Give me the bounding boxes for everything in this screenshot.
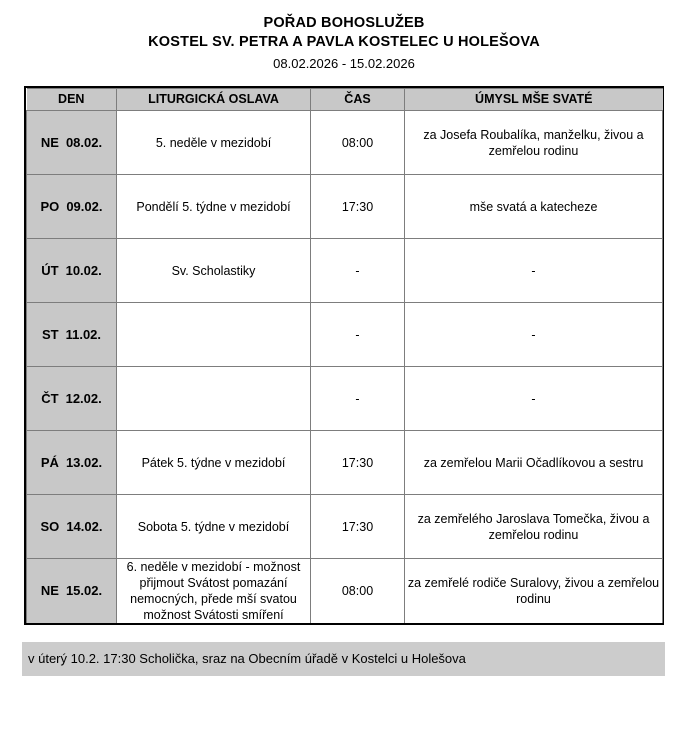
cell-time: 17:30 bbox=[310, 174, 405, 239]
day-date: 11.02. bbox=[65, 326, 102, 342]
column-header-time: ČAS bbox=[310, 88, 405, 111]
cell-time: - bbox=[310, 302, 405, 367]
table-row: PO 09.02. Pondělí 5. týdne v mezidobí 17:… bbox=[26, 174, 663, 239]
table-header-row: DEN LITURGICKÁ OSLAVA ČAS ÚMYSL MŠE SVAT… bbox=[26, 88, 663, 111]
table-row: SO 14.02. Sobota 5. týdne v mezidobí 17:3… bbox=[26, 494, 663, 559]
day-of-week: SO bbox=[40, 518, 60, 534]
cell-time: 08:00 bbox=[310, 110, 405, 175]
table-row: NE 15.02. 6. neděle v mezidobí - možnost … bbox=[26, 558, 663, 623]
date-range: 08.02.2026 - 15.02.2026 bbox=[273, 56, 415, 71]
day-date: 13.02. bbox=[65, 454, 103, 470]
church-name: KOSTEL SV. PETRA A PAVLA KOSTELEC U HOLE… bbox=[148, 34, 540, 50]
cell-intention: za zemřelou Marii Očadlíkovou a sestru bbox=[404, 430, 663, 495]
day-of-week: ÚT bbox=[41, 262, 59, 278]
day-date: 12.02. bbox=[65, 390, 102, 406]
column-header-intention: ÚMYSL MŠE SVATÉ bbox=[404, 88, 663, 111]
day-date: 08.02. bbox=[65, 134, 103, 150]
cell-liturgy: 6. neděle v mezidobí - možnost přijmout … bbox=[116, 558, 311, 623]
cell-time: 08:00 bbox=[310, 558, 405, 623]
cell-liturgy: Sobota 5. týdne v mezidobí bbox=[116, 494, 311, 559]
cell-day: PÁ 13.02. bbox=[26, 430, 117, 495]
cell-liturgy bbox=[116, 366, 311, 431]
column-header-day: DEN bbox=[26, 88, 117, 111]
cell-time: - bbox=[310, 366, 405, 431]
cell-time: - bbox=[310, 238, 405, 303]
cell-day: PO 09.02. bbox=[26, 174, 117, 239]
day-of-week: NE bbox=[40, 134, 59, 150]
cell-liturgy-text: 6. neděle v mezidobí - možnost přijmout … bbox=[126, 560, 301, 622]
day-of-week: PO bbox=[40, 198, 60, 214]
cell-intention: za zemřelého Jaroslava Tomečka, živou a … bbox=[404, 494, 663, 559]
page-title: POŘAD BOHOSLUŽEB bbox=[263, 15, 425, 31]
cell-day: NE 15.02. bbox=[26, 558, 117, 623]
day-of-week: ČT bbox=[41, 390, 59, 406]
schedule-table-body: NE 08.02. 5. neděle v mezidobí 08:00 za J… bbox=[26, 110, 663, 623]
cell-liturgy: 5. neděle v mezidobí bbox=[116, 110, 311, 175]
cell-intention: - bbox=[404, 238, 663, 303]
cell-day: SO 14.02. bbox=[26, 494, 117, 559]
column-header-liturgy: LITURGICKÁ OSLAVA bbox=[116, 88, 311, 111]
cell-liturgy: Pátek 5. týdne v mezidobí bbox=[116, 430, 311, 495]
day-date: 15.02. bbox=[65, 583, 103, 598]
day-of-week: PÁ bbox=[40, 454, 59, 470]
cell-intention: mše svatá a katecheze bbox=[404, 174, 663, 239]
table-row: ČT 12.02. - - bbox=[26, 366, 663, 431]
footer-note: v úterý 10.2. 17:30 Scholička, sraz na O… bbox=[22, 642, 665, 676]
day-of-week: ST bbox=[41, 326, 59, 342]
table-row: PÁ 13.02. Pátek 5. týdne v mezidobí 17:30… bbox=[26, 430, 663, 495]
day-date: 09.02. bbox=[66, 198, 103, 214]
schedule-table: DEN LITURGICKÁ OSLAVA ČAS ÚMYSL MŠE SVAT… bbox=[26, 88, 663, 623]
cell-liturgy bbox=[116, 302, 311, 367]
cell-day: ST 11.02. bbox=[26, 302, 117, 367]
cell-time: 17:30 bbox=[310, 430, 405, 495]
cell-intention: za zemřelé rodiče Suralovy, živou a zemř… bbox=[404, 558, 663, 623]
day-of-week: NE bbox=[40, 583, 59, 598]
cell-time: 17:30 bbox=[310, 494, 405, 559]
cell-intention: za Josefa Roubalíka, manželku, živou a z… bbox=[404, 110, 663, 175]
cell-day: ČT 12.02. bbox=[26, 366, 117, 431]
day-date: 14.02. bbox=[66, 518, 103, 534]
cell-day: ÚT 10.02. bbox=[26, 238, 117, 303]
day-date: 10.02. bbox=[65, 262, 102, 278]
cell-intention: - bbox=[404, 302, 663, 367]
cell-intention: - bbox=[404, 366, 663, 431]
cell-liturgy: Sv. Scholastiky bbox=[116, 238, 311, 303]
table-row: ST 11.02. - - bbox=[26, 302, 663, 367]
schedule-table-container: DEN LITURGICKÁ OSLAVA ČAS ÚMYSL MŠE SVAT… bbox=[24, 86, 664, 625]
cell-liturgy: Pondělí 5. týdne v mezidobí bbox=[116, 174, 311, 239]
table-row: ÚT 10.02. Sv. Scholastiky - - bbox=[26, 238, 663, 303]
cell-day: NE 08.02. bbox=[26, 110, 117, 175]
table-row: NE 08.02. 5. neděle v mezidobí 08:00 za J… bbox=[26, 110, 663, 175]
document-title-block: POŘAD BOHOSLUŽEB KOSTEL SV. PETRA A PAVL… bbox=[0, 0, 688, 73]
